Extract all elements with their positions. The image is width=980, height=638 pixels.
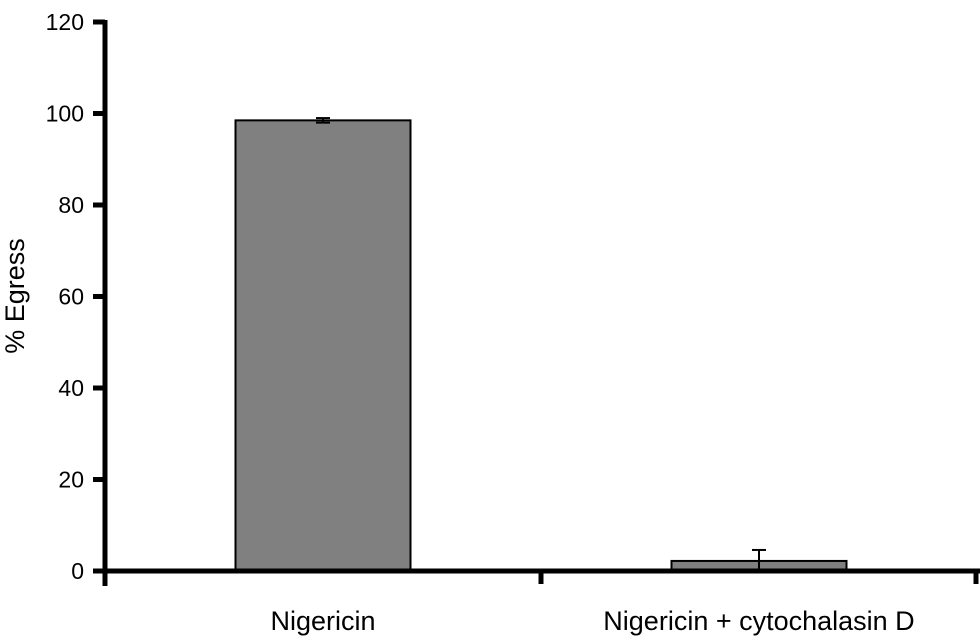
- y-axis-ticks: 0 20 40 60 80 100 120: [46, 9, 105, 584]
- x-category-label: Nigericin: [270, 606, 375, 636]
- x-axis-category-labels: Nigericin Nigericin + cytochalasin D: [270, 606, 914, 636]
- bar: [234, 119, 412, 573]
- y-tick-label: 40: [58, 375, 84, 401]
- y-axis-title: % Egress: [0, 238, 30, 354]
- y-tick-label: 100: [46, 101, 84, 127]
- y-tick-label: 120: [46, 9, 84, 35]
- y-tick-label: 60: [58, 284, 84, 310]
- y-tick-label: 80: [58, 192, 84, 218]
- x-category-label: Nigericin + cytochalasin D: [603, 606, 914, 636]
- y-tick-label: 0: [71, 558, 84, 584]
- bars: [234, 117, 848, 573]
- y-tick-label: 20: [58, 467, 84, 493]
